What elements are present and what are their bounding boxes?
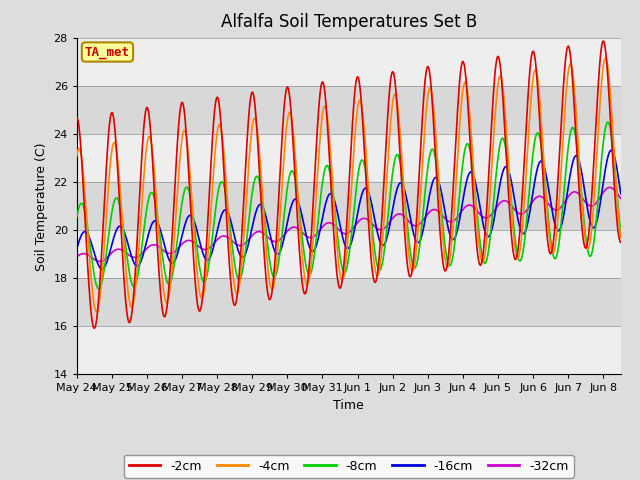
Bar [77,182,621,230]
Bar [77,38,621,86]
Bar [77,326,621,374]
Text: TA_met: TA_met [85,46,130,59]
Y-axis label: Soil Temperature (C): Soil Temperature (C) [35,142,48,271]
Bar [77,86,621,134]
Legend: -2cm, -4cm, -8cm, -16cm, -32cm: -2cm, -4cm, -8cm, -16cm, -32cm [124,455,573,478]
Title: Alfalfa Soil Temperatures Set B: Alfalfa Soil Temperatures Set B [221,13,477,31]
Bar [77,278,621,326]
Bar [77,230,621,278]
X-axis label: Time: Time [333,399,364,412]
Bar [77,134,621,182]
